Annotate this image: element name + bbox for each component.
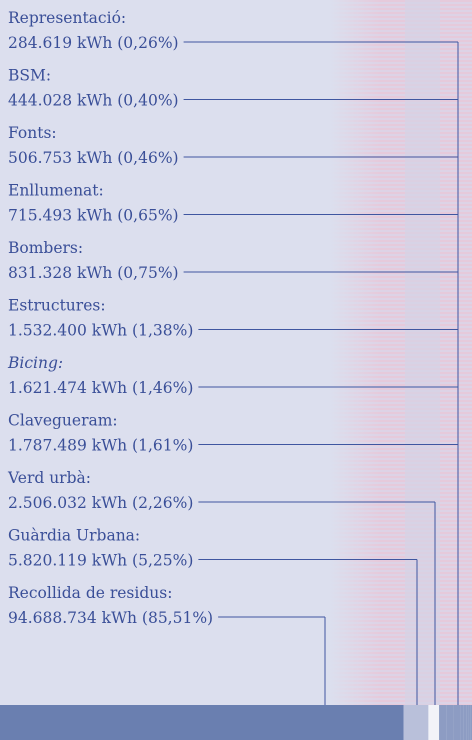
bar-segment <box>428 705 440 740</box>
value-label: 2.506.032 kWh (2,26%) <box>8 494 193 512</box>
value-label: 1.621.474 kWh (1,46%) <box>8 379 193 397</box>
bar-segment <box>446 705 454 740</box>
bar-segment <box>463 705 467 740</box>
value-label: 444.028 kWh (0,40%) <box>8 92 179 110</box>
bar-segment <box>403 705 429 740</box>
category-label: Estructures: <box>8 297 106 315</box>
bar-segment <box>466 705 469 740</box>
bar-segment <box>468 705 471 740</box>
bar-segment <box>470 705 472 740</box>
category-label: Clavegueram: <box>8 412 118 430</box>
category-label: Recollida de residus: <box>8 584 172 602</box>
value-label: 831.328 kWh (0,75%) <box>8 264 179 282</box>
category-label: Verd urbà: <box>7 469 91 487</box>
category-label: Fonts: <box>8 124 57 142</box>
category-label: Guàrdia Urbana: <box>8 527 140 545</box>
category-label: Bombers: <box>8 239 83 257</box>
bar-segment <box>460 705 464 740</box>
bar-segment <box>453 705 461 740</box>
value-label: 715.493 kWh (0,65%) <box>8 207 179 225</box>
bar-segment <box>439 705 447 740</box>
value-label: 94.688.734 kWh (85,51%) <box>8 609 213 627</box>
value-label: 1.532.400 kWh (1,38%) <box>8 322 193 340</box>
category-label: BSM: <box>8 67 51 85</box>
bar-segment <box>0 705 404 740</box>
value-label: 5.820.119 kWh (5,25%) <box>8 552 193 570</box>
category-label: Enllumenat: <box>8 182 104 200</box>
texture-fade <box>330 0 472 705</box>
value-label: 284.619 kWh (0,26%) <box>8 34 179 52</box>
value-label: 1.787.489 kWh (1,61%) <box>8 437 193 455</box>
value-label: 506.753 kWh (0,46%) <box>8 149 179 167</box>
category-label: Bicing: <box>7 354 63 372</box>
category-label: Representació: <box>8 9 126 27</box>
texture-band <box>405 0 440 705</box>
